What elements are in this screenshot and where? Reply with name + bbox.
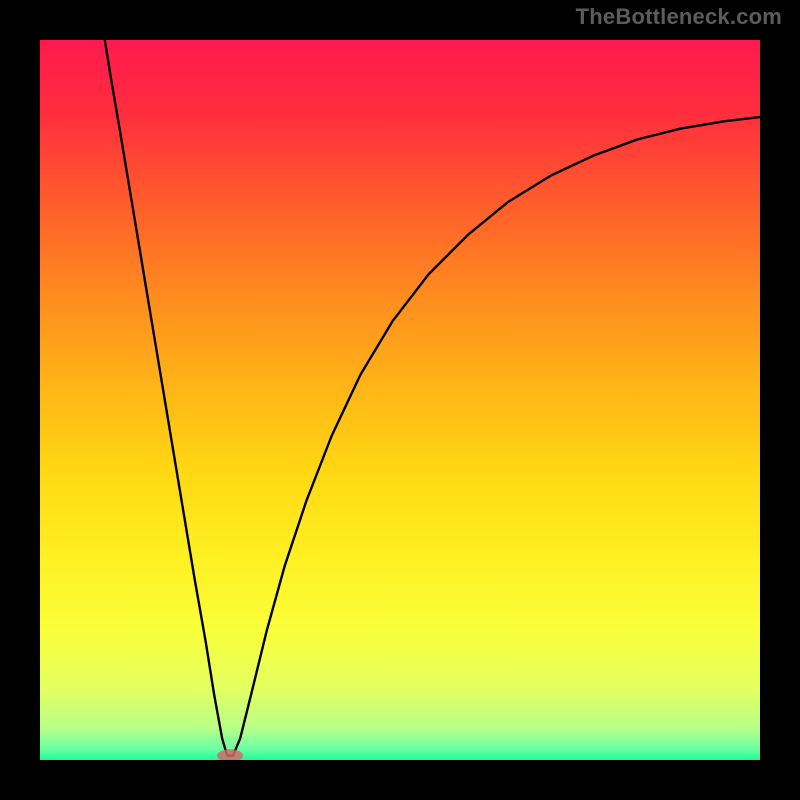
plot-background [40,40,760,760]
bottleneck-chart [0,0,800,800]
chart-canvas: TheBottleneck.com [0,0,800,800]
